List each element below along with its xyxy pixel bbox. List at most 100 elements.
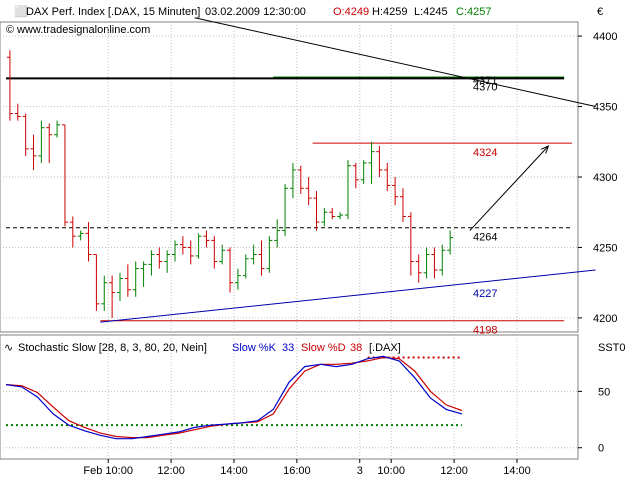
ohlc-bar: [266, 236, 273, 273]
ohlc-bar: [69, 216, 76, 248]
ohlc-bar: [203, 230, 210, 248]
ohlc-bar: [321, 208, 328, 227]
header-symbol: DAX Perf. Index [.DAX, 15 Minuten]: [26, 6, 200, 18]
price-bars: [6, 50, 454, 318]
trendline: [194, 17, 596, 108]
slow-k-value: 33: [282, 342, 294, 354]
ohlc-bar: [352, 162, 359, 189]
ohlc-bar: [282, 184, 289, 237]
level-label: 4324: [473, 147, 497, 159]
ohlc-bar: [423, 247, 430, 279]
level-label: 4264: [473, 232, 497, 244]
slow-k-name: Slow %K: [232, 342, 277, 354]
ohlc-bar: [124, 264, 131, 297]
stochastic-right-label: SST0: [598, 342, 626, 354]
slow-d-name: Slow %D: [301, 342, 346, 354]
ohlc-bar: [384, 162, 391, 192]
ohlc-bar: [93, 254, 100, 311]
ohlc-bar: [77, 230, 84, 241]
stochastic-title: Stochastic Slow [28, 8, 3, 80, 20, Nein]: [18, 342, 207, 354]
ohlc-bar: [6, 50, 13, 121]
stochastic-wave-icon: ∿: [4, 342, 13, 354]
stochastic-panel: 0 50 ∿ Stochastic Slow [28, 8, 3, 80, 20,…: [0, 334, 626, 460]
ohlc-bar: [250, 244, 257, 265]
level-label: 4198: [473, 325, 497, 337]
ohlc-bar: [344, 160, 351, 220]
ohlc-bar: [140, 261, 147, 287]
ohlc-bar: [38, 120, 45, 163]
price-y-axis: 4200 4250 4300 4350 4400: [578, 31, 617, 325]
ohlc-bar: [85, 222, 92, 262]
ohlc-bar: [211, 236, 218, 269]
header-low: L:4245: [414, 6, 448, 18]
slow-d-value: 38: [350, 342, 362, 354]
time-tick-label: 14:00: [503, 465, 531, 477]
price-y-tick-label: 4200: [593, 313, 617, 325]
price-y-tick-label: 4400: [593, 31, 617, 43]
stochastic-header: ∿ Stochastic Slow [28, 8, 3, 80, 20, Nei…: [4, 342, 626, 354]
ohlc-bar: [360, 160, 367, 185]
price-grid: [0, 22, 578, 332]
time-tick-label: Feb 10:00: [83, 465, 133, 477]
price-y-tick-label: 4350: [593, 102, 617, 114]
ohlc-bar: [297, 165, 304, 194]
projection-arrow-head: [540, 145, 550, 154]
stochastic-panel-frame: [0, 334, 579, 460]
ohlc-bar: [399, 188, 406, 223]
trendline-label: 4227: [473, 288, 497, 300]
time-tick-label: 10:00: [377, 465, 405, 477]
stochastic-symbol: [.DAX]: [369, 342, 401, 354]
slow-k-line: [5, 355, 463, 440]
time-tick-label: 3: [357, 465, 363, 477]
ohlc-bar: [431, 247, 438, 279]
ohlc-bar: [289, 162, 296, 199]
ohlc-bar: [22, 113, 29, 156]
time-tick-label: 12:00: [157, 465, 185, 477]
ohlc-bar: [179, 236, 186, 255]
price-y-tick-label: 4250: [593, 242, 617, 254]
header-datetime: 03.02.2009 12:30:00: [205, 6, 306, 18]
ohlc-bar: [415, 254, 422, 283]
header-close: C:4257: [456, 6, 491, 18]
time-tick-label: 14:00: [220, 465, 248, 477]
time-tick-label: 16:00: [283, 465, 311, 477]
trendline: [100, 269, 596, 323]
stochastic-y-tick-label: 0: [598, 443, 604, 455]
ohlc-bar: [305, 177, 312, 206]
ohlc-bar: [132, 261, 139, 297]
ohlc-bar: [156, 247, 163, 269]
ohlc-bar: [329, 208, 336, 220]
ohlc-bar: [392, 177, 399, 206]
currency-label: €: [597, 6, 603, 18]
stochastic-y-tick-label: 50: [598, 386, 610, 398]
ohlc-bar: [164, 250, 171, 273]
ohlc-bar: [234, 268, 241, 290]
ohlc-bar: [14, 103, 21, 121]
level-label: 4370: [473, 81, 497, 93]
stochastic-y-axis: 0 50: [578, 386, 610, 455]
projection-arrow-line: [469, 145, 549, 231]
ohlc-bar: [274, 219, 281, 248]
ohlc-bar: [368, 141, 375, 185]
header-open: O:4249: [333, 6, 369, 18]
header-high: H:4259: [372, 6, 407, 18]
ohlc-bar: [407, 212, 414, 276]
time-axis: Feb 10:00 12:00 14:00 16:00 3 10:00 12:00 14:00: [83, 459, 531, 477]
ohlc-bar: [195, 233, 202, 259]
header-symbol-icon: ⬜: [14, 5, 28, 18]
ohlc-bar: [258, 240, 265, 276]
stochastic-lines: [5, 355, 463, 440]
ohlc-bar: [172, 240, 179, 262]
ohlc-bar: [439, 244, 446, 276]
ohlc-bar: [61, 124, 68, 227]
copyright-icon: ©: [6, 24, 14, 36]
ohlc-bar: [101, 275, 108, 311]
ohlc-bar: [30, 134, 37, 170]
chart-header: ⬜ DAX Perf. Index [.DAX, 15 Minuten] 03.…: [6, 5, 603, 36]
ohlc-bar: [376, 146, 383, 177]
ohlc-bar: [148, 250, 155, 276]
price-y-tick-label: 4300: [593, 172, 617, 184]
ohlc-bar: [187, 240, 194, 265]
ohlc-bar: [116, 272, 123, 301]
